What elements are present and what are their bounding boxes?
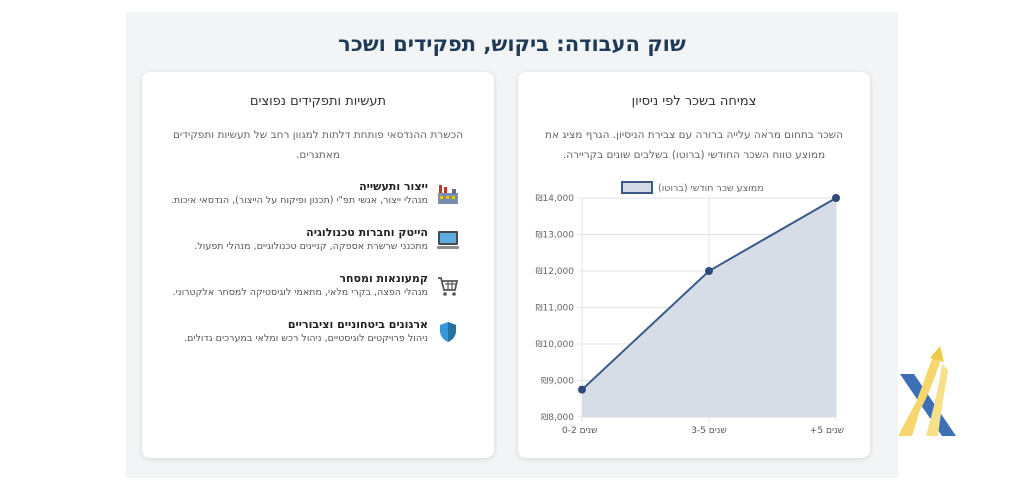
page-title: שוק העבודה: ביקוש, תפקידים ושכר: [338, 32, 686, 56]
item-title: הייטק וחברות טכנולוגיה: [306, 226, 428, 239]
x-axis-ticks: 0-2 שנים 3-5 שנים +5 שנים: [562, 426, 844, 436]
data-point[interactable]: [705, 267, 713, 275]
x-tick-label: 0-2 שנים: [562, 426, 598, 436]
series-area: [582, 198, 836, 417]
item-description: מנהלי ייצור, אנשי תפ"י (תכנון ופיקוח על …: [170, 195, 428, 206]
y-tick-label: ₪9,000: [541, 377, 574, 387]
industries-card: תעשיות ותפקידים נפוצים הכשרת ההנדסאי פות…: [142, 72, 494, 458]
industries-card-description: הכשרת ההנדסאי פותחת דלתות למגוון רחב של …: [172, 129, 464, 161]
item-description: מנהלי הפצה, בקרי מלאי, מתאמי לוגיסטיקה ל…: [172, 287, 428, 298]
item-description: מתכנני שרשרת אספקה, קניינים טכנולוגיים, …: [194, 241, 428, 252]
legend-swatch: [621, 181, 653, 194]
salary-chart-card: צמיחה בשכר לפי ניסיון השכר בתחום מראה על…: [518, 72, 870, 458]
y-tick-label: ₪13,000: [535, 231, 574, 241]
data-point[interactable]: [578, 385, 586, 394]
x-tick-label: +5 שנים: [810, 426, 844, 436]
brand-logo: [898, 346, 956, 436]
item-title: ייצור ותעשייה: [359, 180, 428, 193]
list-item-retail: קמעונאות ומסחר מנהלי הפצה, בקרי מלאי, מת…: [160, 272, 460, 318]
industries-list: ייצור ותעשייה מנהלי ייצור, אנשי תפ"י (תכ…: [160, 180, 460, 364]
item-title: קמעונאות ומסחר: [339, 272, 428, 285]
item-description: ניהול פרויקטים לוגיסטיים, ניהול רכש ומלא…: [184, 333, 428, 344]
factory-icon: [438, 185, 458, 204]
computer-icon: [437, 231, 459, 249]
chart-legend[interactable]: ממוצע שכר חודשי (ברוטו): [621, 181, 764, 194]
y-tick-label: ₪8,000: [541, 413, 574, 423]
chart-card-description: השכר בתחום מראה עלייה ברורה עם צבירת הני…: [545, 129, 843, 161]
shopping-cart-icon: [438, 277, 459, 296]
chart-card-title: צמיחה בשכר לפי ניסיון: [631, 94, 757, 109]
shield-icon: [440, 322, 456, 342]
legend-label: ממוצע שכר חודשי (ברוטו): [658, 183, 764, 194]
list-item-manufacturing: ייצור ותעשייה מנהלי ייצור, אנשי תפ"י (תכ…: [160, 180, 460, 226]
page-container: שוק העבודה: ביקוש, תפקידים ושכר צמיחה בש…: [126, 12, 898, 478]
y-tick-label: ₪12,000: [535, 267, 574, 277]
series-points: [578, 194, 840, 394]
list-item-defense: ארגונים ביטחוניים וציבוריים ניהול פרויקט…: [160, 318, 460, 364]
y-tick-label: ₪14,000: [535, 194, 574, 204]
y-axis-ticks: ₪8,000 ₪9,000 ₪10,000 ₪11,000 ₪12,000 ₪13,000…: [535, 194, 574, 423]
y-tick-label: ₪11,000: [535, 304, 574, 314]
data-point[interactable]: [832, 194, 840, 202]
x-tick-label: 3-5 שנים: [691, 426, 727, 436]
salary-chart: ₪8,000 ₪9,000 ₪10,000 ₪11,000 ₪12,000 ₪13,000…: [535, 181, 844, 436]
y-tick-label: ₪10,000: [535, 340, 574, 350]
industries-card-title: תעשיות ותפקידים נפוצים: [249, 94, 387, 109]
list-item-hightech: הייטק וחברות טכנולוגיה מתכנני שרשרת אספק…: [160, 226, 460, 272]
item-title: ארגונים ביטחוניים וציבוריים: [287, 318, 428, 331]
